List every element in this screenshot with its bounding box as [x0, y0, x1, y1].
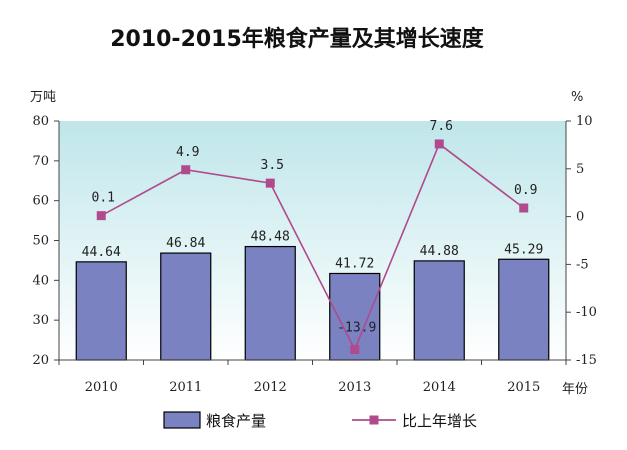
- right-tick-label: -15: [576, 353, 597, 368]
- bar-label-2013: 41.72: [335, 256, 374, 271]
- left-tick-label: 50: [32, 234, 49, 249]
- chart-title: 2010-2015年粮食产量及其增长速度: [110, 26, 485, 52]
- bar-label-2012: 48.48: [251, 230, 290, 245]
- growth-marker-2011: [181, 165, 191, 175]
- legend-label-bars: 粮食产量: [206, 412, 266, 430]
- left-tick-label: 30: [32, 313, 49, 328]
- growth-label-2010: 0.1: [92, 191, 115, 206]
- left-tick-label: 70: [32, 154, 49, 169]
- left-axis-unit: 万吨: [30, 90, 56, 105]
- bar-2014: [413, 260, 465, 361]
- x-tick-label-2013: 2013: [338, 380, 371, 395]
- x-tick-label-2012: 2012: [254, 380, 287, 395]
- growth-label-2012: 3.5: [261, 158, 284, 173]
- growth-label-2011: 4.9: [176, 145, 199, 160]
- right-tick-label: -10: [576, 305, 597, 320]
- legend-marker-growth: [369, 415, 379, 425]
- left-tick-label: 40: [32, 273, 49, 288]
- right-tick-label: 5: [576, 162, 584, 177]
- line-series: [96, 139, 529, 354]
- legend-label-growth: 比上年增长: [402, 412, 477, 430]
- legend-swatch-bars: [163, 411, 201, 429]
- left-tick-label: 80: [32, 114, 49, 129]
- growth-marker-2015: [519, 203, 529, 213]
- growth-label-2015: 0.9: [514, 183, 537, 198]
- growth-marker-2014: [434, 139, 444, 149]
- bar-label-2015: 45.29: [504, 242, 543, 257]
- right-tick-label: 0: [576, 210, 584, 225]
- data-labels: 44.64 46.84 48.48 41.72 44.88 45.29 0.1 4.9 3.5 -…: [82, 119, 544, 336]
- x-tick-label-2014: 2014: [423, 380, 456, 395]
- growth-line: [100, 142, 525, 352]
- growth-marker-2010: [96, 211, 106, 221]
- legend: 粮食产量 比上年增长: [163, 411, 477, 430]
- left-tick-label: 60: [32, 194, 49, 209]
- growth-marker-2012: [265, 178, 275, 188]
- bar-label-2011: 46.84: [166, 236, 205, 251]
- x-tick-label-2010: 2010: [85, 380, 118, 395]
- right-tick-label: 10: [576, 114, 593, 129]
- growth-marker-2013: [350, 344, 360, 354]
- x-tick-label-2015: 2015: [507, 380, 540, 395]
- left-tick-label: 20: [32, 353, 49, 368]
- growth-label-2013: -13.9: [337, 320, 376, 335]
- bar-label-2014: 44.88: [420, 244, 459, 259]
- growth-label-2014: 7.6: [430, 119, 453, 134]
- x-axis-label: 年份: [562, 382, 588, 397]
- right-axis-unit: %: [571, 90, 583, 105]
- bar-label-2010: 44.64: [82, 245, 121, 260]
- bar-2012: [244, 245, 296, 361]
- bar-2010: [75, 261, 127, 361]
- x-tick-label-2011: 2011: [169, 380, 202, 395]
- plot-background: [59, 121, 566, 360]
- right-tick-label: -5: [576, 257, 589, 272]
- bar-2011: [160, 252, 212, 361]
- bar-2015: [498, 258, 550, 361]
